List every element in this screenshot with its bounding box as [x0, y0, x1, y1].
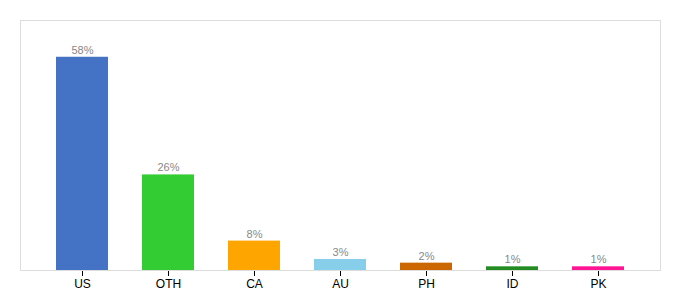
svg-text:ID: ID: [507, 277, 519, 291]
svg-text:OTH: OTH: [156, 277, 181, 291]
svg-text:CA: CA: [246, 277, 263, 291]
svg-text:AU: AU: [332, 277, 349, 291]
svg-text:26%: 26%: [157, 161, 179, 173]
svg-text:PH: PH: [418, 277, 435, 291]
svg-text:2%: 2%: [419, 250, 435, 262]
svg-text:58%: 58%: [71, 44, 93, 56]
svg-text:US: US: [74, 277, 91, 291]
svg-text:1%: 1%: [591, 253, 607, 265]
svg-text:1%: 1%: [505, 253, 521, 265]
svg-text:3%: 3%: [333, 246, 349, 258]
svg-text:PK: PK: [590, 277, 606, 291]
svg-text:8%: 8%: [247, 228, 263, 240]
